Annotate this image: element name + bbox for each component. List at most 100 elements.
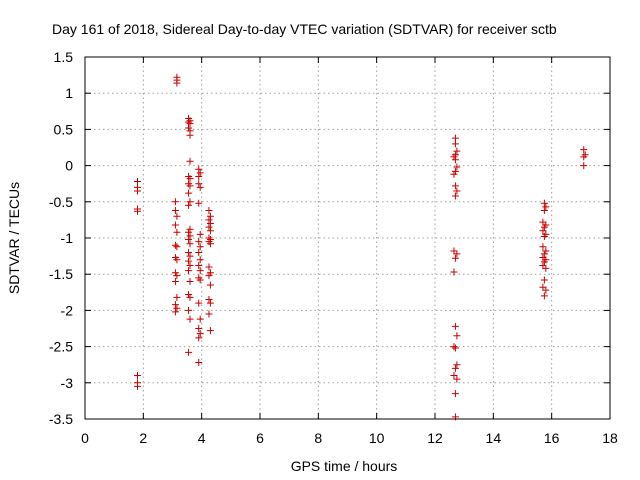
data-point — [205, 310, 213, 318]
y-tick-label: 1.5 — [54, 49, 74, 65]
data-point — [186, 252, 194, 260]
data-point — [450, 372, 458, 380]
data-point — [540, 276, 548, 284]
data-point — [186, 131, 194, 139]
data-point — [453, 361, 461, 369]
data-point — [185, 201, 193, 209]
x-tick-label: 16 — [544, 430, 560, 446]
data-point — [196, 267, 204, 275]
data-point — [185, 290, 193, 298]
x-tick-label: 4 — [198, 430, 206, 446]
data-point — [453, 375, 461, 383]
data-point — [185, 257, 193, 265]
x-tick-label: 12 — [427, 430, 443, 446]
data-point — [539, 218, 547, 226]
data-point — [540, 233, 548, 241]
data-point — [450, 170, 458, 178]
data-point — [540, 258, 548, 266]
data-point — [171, 269, 179, 277]
data-point — [580, 162, 588, 170]
data-point — [185, 235, 193, 243]
data-point — [195, 299, 203, 307]
data-point — [185, 189, 193, 197]
data-point — [195, 180, 203, 188]
x-tick-label: 8 — [314, 430, 322, 446]
data-point — [195, 165, 203, 173]
data-point — [185, 248, 193, 256]
x-tick-label: 0 — [81, 430, 89, 446]
x-tick-label: 18 — [602, 430, 618, 446]
data-point — [186, 175, 194, 183]
data-point — [171, 241, 179, 249]
data-point — [173, 272, 181, 280]
data-point — [453, 250, 461, 258]
y-tick-label: -3 — [61, 375, 74, 391]
data-point — [450, 268, 458, 276]
data-point — [171, 221, 179, 229]
data-point — [205, 296, 213, 304]
data-point — [453, 332, 461, 340]
data-point — [186, 315, 194, 323]
data-point — [185, 228, 193, 236]
data-point — [205, 223, 213, 231]
y-tick-label: -2.5 — [49, 339, 73, 355]
data-point — [134, 207, 141, 215]
data-points — [134, 73, 589, 421]
x-tick-label: 14 — [486, 430, 502, 446]
data-point — [539, 243, 547, 251]
data-point — [196, 183, 204, 191]
data-point — [185, 306, 193, 314]
y-tick-labels: -3.5 -3 -2.5 -2 -1.5 -1 -0.5 0 0.5 1 1.5 — [49, 49, 73, 427]
data-point — [196, 243, 204, 251]
data-point — [186, 240, 194, 248]
data-point — [195, 359, 203, 367]
data-point — [171, 198, 179, 206]
y-tick-label: -0.5 — [49, 194, 73, 210]
data-point — [173, 212, 181, 220]
data-point — [195, 325, 203, 332]
data-point — [195, 172, 203, 180]
data-point — [196, 230, 204, 238]
data-point — [171, 206, 179, 214]
data-point — [451, 140, 459, 148]
data-point — [451, 364, 459, 372]
data-point — [453, 187, 461, 195]
data-point — [542, 286, 550, 294]
data-point — [195, 238, 203, 246]
tick-layer — [84, 56, 611, 420]
y-tick-label: 0 — [65, 158, 73, 174]
data-point — [185, 267, 193, 275]
data-point — [539, 283, 547, 291]
data-point — [451, 167, 459, 175]
data-point — [205, 216, 213, 224]
data-point — [186, 157, 194, 165]
data-point — [206, 269, 214, 277]
data-point — [186, 120, 194, 128]
x-tick-labels: 0 2 4 6 8 10 12 14 16 18 — [81, 430, 618, 446]
data-point — [195, 334, 203, 342]
data-point — [171, 308, 179, 316]
data-point — [173, 304, 181, 312]
data-point — [186, 277, 194, 285]
data-point — [540, 199, 548, 207]
data-point — [173, 79, 181, 87]
grid-layer — [85, 57, 610, 419]
x-axis-label: GPS time / hours — [291, 458, 398, 474]
data-point — [206, 240, 214, 248]
data-point — [451, 322, 459, 330]
data-point — [206, 227, 214, 235]
data-point — [173, 228, 181, 236]
data-point — [185, 124, 193, 132]
data-point — [580, 153, 588, 161]
data-point — [196, 315, 204, 323]
data-point — [450, 343, 458, 351]
data-point — [186, 225, 194, 233]
data-point — [206, 212, 214, 220]
y-tick-label: 0.5 — [54, 121, 74, 137]
data-point — [206, 220, 214, 228]
plot-border — [84, 56, 611, 420]
x-tick-label: 10 — [369, 430, 385, 446]
data-point — [173, 243, 181, 251]
